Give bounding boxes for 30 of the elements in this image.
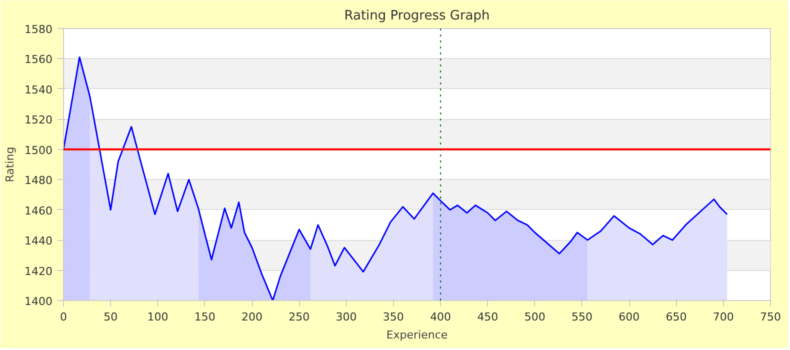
y-tick-label: 1520 [24,114,53,127]
y-tick-label: 1440 [24,234,53,248]
x-tick-label: 300 [336,310,357,324]
y-tick-label: 1400 [24,295,53,308]
x-tick-label: 700 [712,310,734,324]
y-tick-label: 1420 [24,264,53,278]
y-tick-label: 1540 [24,83,53,96]
x-tick-label: 600 [618,310,640,324]
y-tick-label: 1480 [24,174,53,188]
chart-title: Rating Progress Graph [344,8,490,24]
x-tick-label: 400 [430,310,452,324]
y-axis-title: Rating [4,146,17,182]
x-tick-label: 750 [760,310,781,324]
x-tick-label: 450 [477,310,498,324]
y-tick-label: 1500 [24,144,53,157]
y-tick-label: 1560 [24,53,53,66]
x-axis-title: Experience [386,328,448,342]
x-tick-label: 650 [666,310,687,324]
line-series [64,56,728,300]
y-tick-label: 1580 [24,23,53,36]
x-tick-label: 500 [524,310,546,324]
x-tick-label: 0 [60,310,67,324]
x-tick-label: 550 [571,310,592,324]
x-tick-label: 250 [288,310,310,324]
x-tick-label: 150 [194,310,216,324]
x-tick-label: 100 [147,310,168,324]
y-tick-label: 1460 [24,204,53,218]
x-tick-label: 50 [104,310,118,324]
x-tick-label: 350 [382,310,404,324]
x-tick-label: 200 [242,310,263,324]
